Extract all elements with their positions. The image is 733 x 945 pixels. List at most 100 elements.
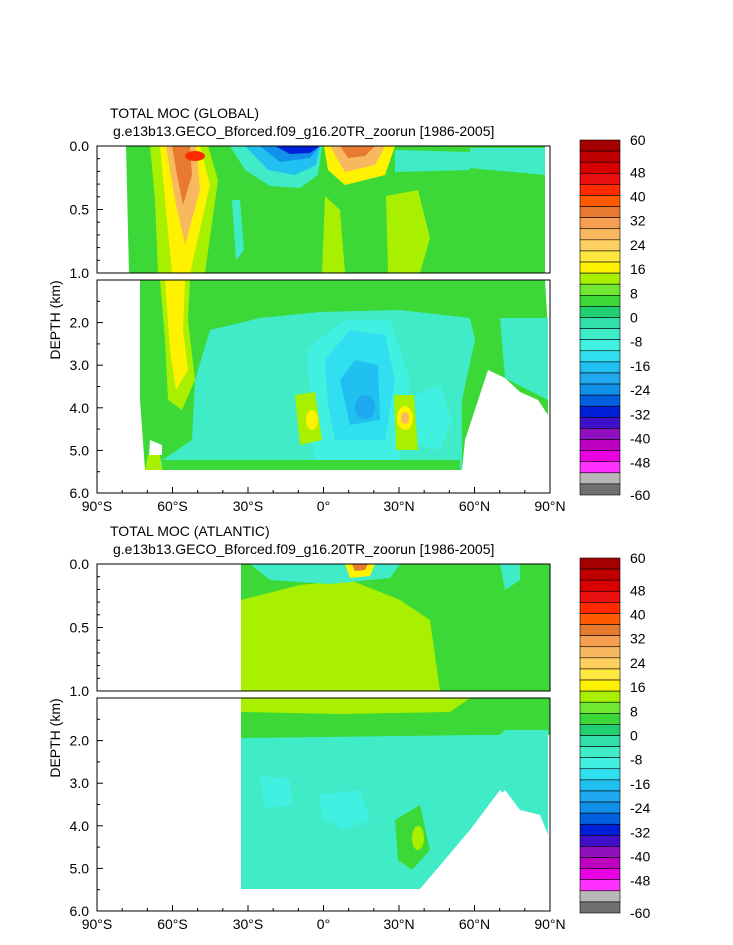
atlantic-colorbar-label: 16	[630, 679, 646, 695]
atlantic-colorbar-swatch	[579, 868, 621, 881]
atlantic-lower-y-tick-label: 5.0	[70, 860, 90, 876]
atlantic-colorbar-label: -48	[630, 873, 650, 889]
atlantic-colorbar-swatch	[579, 768, 621, 781]
global-colorbar-swatch	[579, 394, 621, 407]
global-colorbar: 60 48 40 32 24 16 8 0 -8 -16 -24 -32 -40 -48 -60	[579, 132, 650, 503]
atlantic-colorbar-swatch	[579, 713, 621, 725]
global-upper-y-tick-label: 0.0	[70, 138, 90, 154]
global-x-tick-label: 0°	[317, 498, 330, 514]
global-colorbar-swatch	[579, 217, 621, 230]
global-upper-field	[97, 146, 550, 273]
global-colorbar-swatch	[579, 417, 621, 429]
global-colorbar-swatch	[579, 428, 621, 440]
atlantic-ylabel: DEPTH (km)	[47, 698, 63, 777]
atlantic-colorbar-label: -32	[630, 824, 650, 840]
global-colorbar-label: -48	[630, 455, 650, 471]
global-lower-y-tick-label: 6.0	[70, 485, 90, 501]
global-title: TOTAL MOC (GLOBAL)	[110, 105, 259, 121]
global-colorbar-swatch	[579, 161, 621, 174]
global-colorbar-swatch	[579, 150, 621, 163]
atlantic-upper-y-tick-label: 1.0	[70, 683, 90, 699]
atlantic-colorbar-swatch	[579, 746, 621, 758]
atlantic-colorbar-swatch	[579, 735, 621, 747]
atlantic-colorbar-swatch	[579, 790, 621, 803]
global-colorbar-swatch	[579, 383, 621, 396]
atlantic-colorbar-swatch	[579, 568, 621, 581]
atlantic-colorbar-swatch	[579, 624, 621, 636]
atlantic-lower-field	[97, 698, 550, 911]
atlantic-colorbar-swatch	[579, 668, 621, 681]
atlantic-axes: 90°S 60°S 30°S 0° 30°N 60°N 90°N 0.0 0.5 1.0 2.0 3.…	[70, 556, 566, 932]
global-upper-y-tick-label: 0.5	[70, 202, 90, 218]
global-colorbar-label: 8	[630, 285, 638, 301]
global-colorbar-swatch	[579, 184, 621, 196]
atlantic-colorbar-label: 24	[630, 655, 646, 671]
atlantic-colorbar-swatch	[579, 846, 621, 858]
global-colorbar-swatch	[579, 172, 621, 185]
atlantic-x-tick-label: 60°S	[157, 916, 188, 932]
atlantic-colorbar-swatch	[579, 646, 621, 659]
global-colorbar-swatch	[579, 239, 621, 252]
global-x-tick-label: 60°S	[157, 498, 188, 514]
global-colorbar-swatch	[579, 461, 621, 474]
atlantic-colorbar-swatch	[579, 857, 621, 869]
atlantic-upper-field	[97, 564, 550, 691]
atlantic-colorbar-swatch	[579, 557, 621, 570]
atlantic-lower-y-tick-label: 3.0	[70, 775, 90, 791]
global-colorbar-swatch	[579, 228, 621, 241]
atlantic-colorbar-swatch	[579, 657, 621, 670]
atlantic-colorbar: 60 48 40 32 24 16 8 0 -8 -16 -24 -32 -40 -48 -60	[579, 550, 650, 921]
global-x-tick-label: 30°N	[383, 498, 414, 514]
atlantic-colorbar-label: 48	[630, 582, 646, 598]
atlantic-colorbar-swatch	[579, 602, 621, 614]
atlantic-colorbar-label: 60	[630, 550, 646, 566]
atlantic-colorbar-label: -24	[630, 800, 650, 816]
global-colorbar-swatch	[579, 283, 621, 296]
atlantic-x-tick-label: 30°N	[383, 916, 414, 932]
global-colorbar-label: -16	[630, 358, 650, 374]
atlantic-colorbar-swatch	[579, 901, 621, 914]
global-lower-y-tick-label: 2.0	[70, 315, 90, 331]
atlantic-colorbar-swatch	[579, 823, 621, 836]
atlantic-upper-y-tick-label: 0.5	[70, 620, 90, 636]
global-colorbar-swatch	[579, 372, 621, 385]
global-colorbar-label: 24	[630, 237, 646, 253]
global-upper-y-tick-label: 1.0	[70, 265, 90, 281]
atlantic-upper-y-tick-label: 0.0	[70, 556, 90, 572]
atlantic-colorbar-swatch	[579, 579, 621, 592]
global-colorbar-swatch	[579, 206, 621, 218]
global-colorbar-swatch	[579, 439, 621, 451]
atlantic-colorbar-swatch	[579, 890, 621, 903]
global-x-tick-label: 90°N	[534, 498, 565, 514]
global-subtitle: g.e13b13.GECO_Bforced.f09_g16.20TR_zooru…	[113, 123, 494, 139]
global-colorbar-label: 16	[630, 261, 646, 277]
atlantic-colorbar-swatch	[579, 812, 621, 825]
global-colorbar-label: 40	[630, 188, 646, 204]
global-x-tick-label: 60°N	[459, 498, 490, 514]
global-colorbar-label: -8	[630, 334, 643, 350]
global-axes: 90°S 60°S 30°S 0° 30°N 60°N 90°N 0.0 0.5 1.0 2.0 3.…	[70, 138, 566, 514]
global-colorbar-label: -40	[630, 431, 650, 447]
global-colorbar-label: -32	[630, 406, 650, 422]
atlantic-colorbar-label: 8	[630, 703, 638, 719]
atlantic-x-tick-label: 90°N	[534, 916, 565, 932]
global-lower-y-tick-label: 3.0	[70, 357, 90, 373]
global-colorbar-swatch	[579, 472, 621, 485]
atlantic-subtitle: g.e13b13.GECO_Bforced.f09_g16.20TR_zooru…	[113, 541, 494, 557]
global-lower-y-tick-label: 4.0	[70, 400, 90, 416]
atlantic-colorbar-swatch	[579, 879, 621, 892]
atlantic-x-tick-label: 30°S	[233, 916, 264, 932]
atlantic-colorbar-label: 32	[630, 631, 646, 647]
global-colorbar-swatch	[579, 139, 621, 152]
atlantic-x-tick-label: 0°	[317, 916, 330, 932]
global-colorbar-swatch	[579, 328, 621, 340]
global-colorbar-swatch	[579, 295, 621, 307]
global-colorbar-label: 48	[630, 164, 646, 180]
global-colorbar-swatch	[579, 350, 621, 363]
global-colorbar-swatch	[579, 450, 621, 463]
atlantic-colorbar-swatch	[579, 757, 621, 770]
atlantic-colorbar-label: -8	[630, 752, 643, 768]
atlantic-lower-y-tick-label: 2.0	[70, 733, 90, 749]
atlantic-colorbar-swatch	[579, 779, 621, 792]
atlantic-colorbar-swatch	[579, 801, 621, 814]
